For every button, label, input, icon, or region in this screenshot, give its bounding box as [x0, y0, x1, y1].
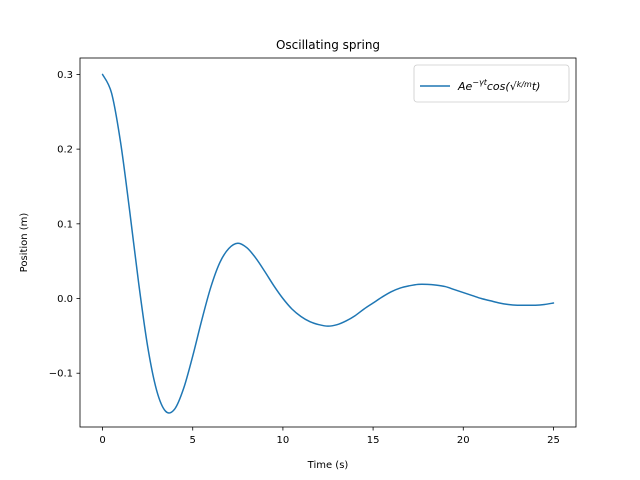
x-tick-label: 0 [99, 435, 105, 446]
series-line-0 [101, 73, 555, 414]
x-tick-label: 10 [277, 435, 290, 446]
y-tick-label: 0.1 [57, 219, 73, 230]
legend: Ae−γtcos(√k/mt) [413, 64, 570, 103]
y-axis-ticks: −0.1 0.0 0.1 0.2 0.3 [49, 70, 80, 380]
y-tick-label: −0.1 [49, 369, 73, 380]
plot-frame [79, 57, 577, 428]
y-tick-label: 0.3 [57, 70, 73, 81]
legend-entry-label: Ae−γtcos(√k/mt) [457, 78, 540, 93]
x-tick-label: 5 [190, 435, 196, 446]
y-tick-label: 0.0 [57, 294, 73, 305]
y-axis-label: Position (m) [19, 213, 30, 273]
legend-box [413, 64, 570, 103]
chart-title: Oscillating spring [276, 38, 380, 52]
x-tick-label: 25 [547, 435, 560, 446]
x-tick-label: 15 [367, 435, 380, 446]
plot-area [80, 58, 576, 427]
x-axis-label: Time (s) [307, 460, 349, 471]
x-tick-label: 20 [457, 435, 470, 446]
series-layer [101, 73, 555, 414]
y-tick-label: 0.2 [57, 145, 73, 156]
x-axis-ticks: 0 5 10 15 20 25 [99, 427, 560, 446]
